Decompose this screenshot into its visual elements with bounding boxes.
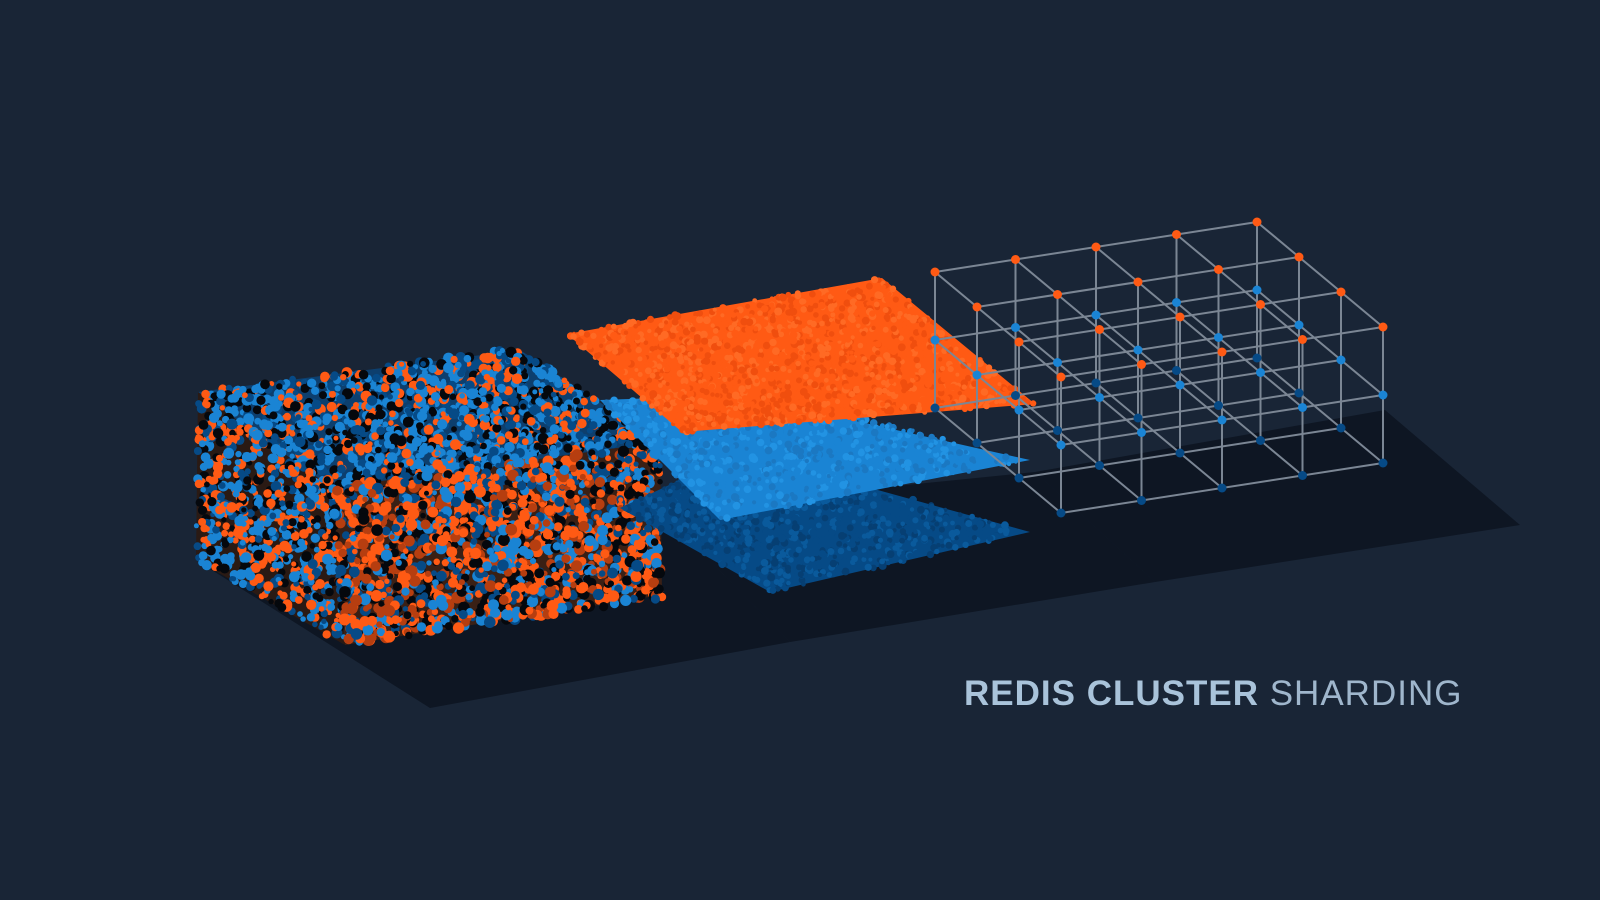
layer-dark-blue-particles <box>622 456 1010 594</box>
caption-light-text: SHARDING <box>1269 674 1463 713</box>
shard-grid <box>930 217 1388 518</box>
caption-bold-text: REDIS CLUSTER <box>964 674 1259 713</box>
layer-orange-particles <box>566 276 1037 436</box>
mixed-data-cube <box>193 346 667 646</box>
separated-layers <box>566 276 1037 594</box>
grid-shadow <box>1035 410 1520 582</box>
grid-nodes <box>930 217 1388 518</box>
caption-title: REDIS CLUSTER SHARDING <box>964 676 1462 711</box>
grid-lines <box>934 221 1384 514</box>
cube-front-particles <box>328 440 667 646</box>
